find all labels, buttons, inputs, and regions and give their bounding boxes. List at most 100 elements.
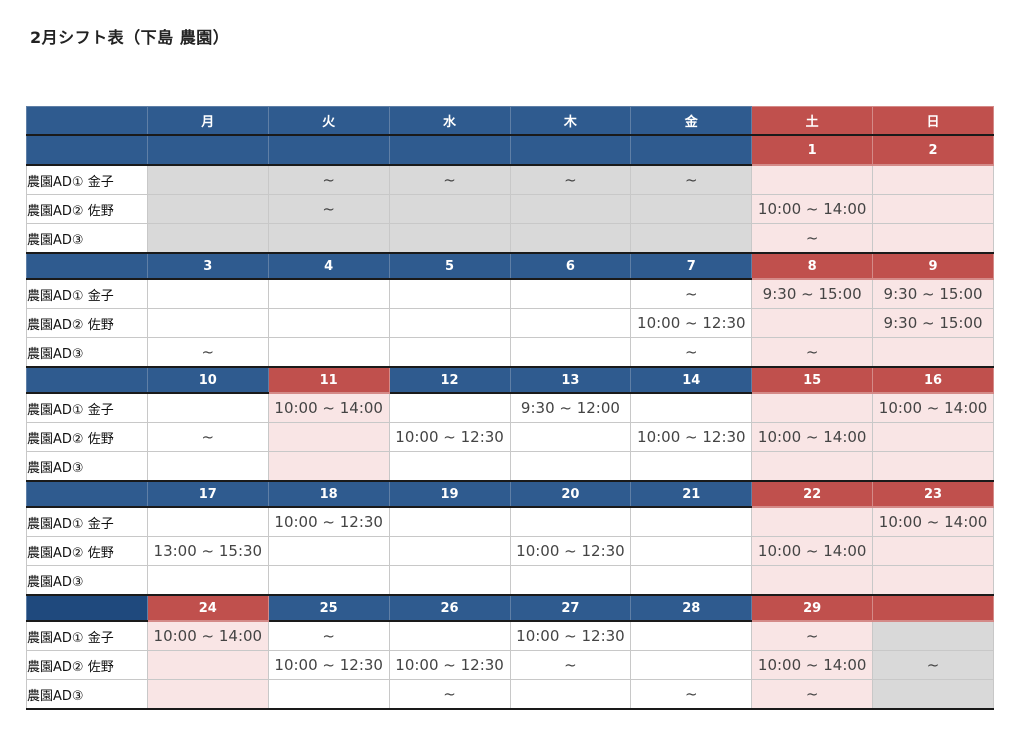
shift-cell[interactable]: [267, 565, 390, 596]
shift-cell[interactable]: [509, 223, 632, 254]
shift-cell[interactable]: [751, 164, 874, 195]
shift-cell[interactable]: 10:00 ~ 12:30: [267, 650, 390, 680]
shift-cell[interactable]: 9:30 ~ 15:00: [751, 278, 874, 309]
shift-cell[interactable]: ~: [388, 164, 511, 195]
shift-cell[interactable]: ~: [509, 164, 632, 195]
shift-cell[interactable]: [146, 308, 269, 338]
shift-cell[interactable]: 10:00 ~ 12:30: [509, 620, 632, 651]
staff-name-cell[interactable]: 農園AD① 金子: [26, 164, 148, 195]
shift-cell[interactable]: [630, 451, 753, 482]
shift-cell[interactable]: [630, 223, 753, 254]
shift-cell[interactable]: [872, 164, 994, 195]
shift-cell[interactable]: [388, 506, 511, 537]
shift-cell[interactable]: [388, 308, 511, 338]
shift-cell[interactable]: [509, 337, 632, 368]
shift-cell[interactable]: [146, 223, 269, 254]
shift-cell[interactable]: [872, 223, 994, 254]
shift-cell[interactable]: ~: [751, 679, 874, 710]
shift-cell[interactable]: [146, 565, 269, 596]
shift-cell[interactable]: [267, 422, 390, 452]
shift-cell[interactable]: [146, 650, 269, 680]
shift-cell[interactable]: [630, 565, 753, 596]
shift-cell[interactable]: 10:00 ~ 14:00: [751, 536, 874, 566]
shift-cell[interactable]: [509, 451, 632, 482]
shift-cell[interactable]: [146, 451, 269, 482]
shift-cell[interactable]: 10:00 ~ 14:00: [146, 620, 269, 651]
staff-name-cell[interactable]: 農園AD① 金子: [26, 278, 148, 309]
shift-cell[interactable]: 9:30 ~ 15:00: [872, 308, 994, 338]
shift-cell[interactable]: [872, 536, 994, 566]
staff-name-cell[interactable]: 農園AD③: [26, 565, 148, 596]
staff-name-cell[interactable]: 農園AD② 佐野: [26, 194, 148, 224]
shift-cell[interactable]: ~: [751, 223, 874, 254]
shift-cell[interactable]: [267, 679, 390, 710]
shift-cell[interactable]: [509, 422, 632, 452]
shift-cell[interactable]: 10:00 ~ 14:00: [751, 650, 874, 680]
shift-cell[interactable]: 10:00 ~ 14:00: [751, 194, 874, 224]
shift-cell[interactable]: ~: [267, 194, 390, 224]
shift-cell[interactable]: [388, 620, 511, 651]
shift-cell[interactable]: [267, 308, 390, 338]
shift-cell[interactable]: [509, 308, 632, 338]
shift-cell[interactable]: [630, 620, 753, 651]
shift-cell[interactable]: [872, 194, 994, 224]
shift-cell[interactable]: [872, 422, 994, 452]
shift-cell[interactable]: [872, 451, 994, 482]
shift-cell[interactable]: [388, 392, 511, 423]
shift-cell[interactable]: [388, 278, 511, 309]
staff-name-cell[interactable]: 農園AD① 金子: [26, 392, 148, 423]
shift-cell[interactable]: [509, 506, 632, 537]
shift-cell[interactable]: [509, 194, 632, 224]
staff-name-cell[interactable]: 農園AD② 佐野: [26, 308, 148, 338]
staff-name-cell[interactable]: 農園AD③: [26, 223, 148, 254]
shift-cell[interactable]: 9:30 ~ 15:00: [872, 278, 994, 309]
shift-cell[interactable]: 13:00 ~ 15:30: [146, 536, 269, 566]
shift-cell[interactable]: [751, 451, 874, 482]
shift-cell[interactable]: [267, 278, 390, 309]
shift-cell[interactable]: 10:00 ~ 14:00: [872, 392, 994, 423]
shift-cell[interactable]: [630, 392, 753, 423]
shift-cell[interactable]: ~: [751, 337, 874, 368]
shift-cell[interactable]: 10:00 ~ 12:30: [509, 536, 632, 566]
shift-cell[interactable]: ~: [388, 679, 511, 710]
shift-cell[interactable]: [388, 194, 511, 224]
staff-name-cell[interactable]: 農園AD① 金子: [26, 620, 148, 651]
staff-name-cell[interactable]: 農園AD③: [26, 337, 148, 368]
shift-cell[interactable]: [751, 565, 874, 596]
shift-cell[interactable]: 10:00 ~ 12:30: [388, 650, 511, 680]
shift-cell[interactable]: [388, 337, 511, 368]
shift-cell[interactable]: ~: [630, 164, 753, 195]
shift-cell[interactable]: [146, 194, 269, 224]
shift-cell[interactable]: [267, 223, 390, 254]
shift-cell[interactable]: ~: [146, 337, 269, 368]
shift-cell[interactable]: [630, 536, 753, 566]
shift-cell[interactable]: [267, 451, 390, 482]
shift-cell[interactable]: [388, 565, 511, 596]
shift-cell[interactable]: [388, 536, 511, 566]
shift-cell[interactable]: [388, 451, 511, 482]
shift-cell[interactable]: ~: [630, 679, 753, 710]
shift-cell[interactable]: 10:00 ~ 12:30: [630, 308, 753, 338]
staff-name-cell[interactable]: 農園AD③: [26, 679, 148, 710]
shift-cell[interactable]: ~: [630, 337, 753, 368]
shift-cell[interactable]: [267, 337, 390, 368]
shift-cell[interactable]: 9:30 ~ 12:00: [509, 392, 632, 423]
staff-name-cell[interactable]: 農園AD① 金子: [26, 506, 148, 537]
shift-cell[interactable]: [872, 565, 994, 596]
shift-cell[interactable]: ~: [630, 278, 753, 309]
shift-cell[interactable]: ~: [751, 620, 874, 651]
staff-name-cell[interactable]: 農園AD② 佐野: [26, 536, 148, 566]
shift-cell[interactable]: [146, 392, 269, 423]
shift-cell[interactable]: [509, 565, 632, 596]
shift-cell[interactable]: 10:00 ~ 12:30: [388, 422, 511, 452]
shift-cell[interactable]: [509, 679, 632, 710]
staff-name-cell[interactable]: 農園AD③: [26, 451, 148, 482]
shift-cell[interactable]: [872, 337, 994, 368]
shift-cell[interactable]: [872, 679, 994, 710]
shift-cell[interactable]: [388, 223, 511, 254]
staff-name-cell[interactable]: 農園AD② 佐野: [26, 422, 148, 452]
staff-name-cell[interactable]: 農園AD② 佐野: [26, 650, 148, 680]
shift-cell[interactable]: [146, 164, 269, 195]
shift-cell[interactable]: [630, 506, 753, 537]
shift-cell[interactable]: ~: [267, 620, 390, 651]
